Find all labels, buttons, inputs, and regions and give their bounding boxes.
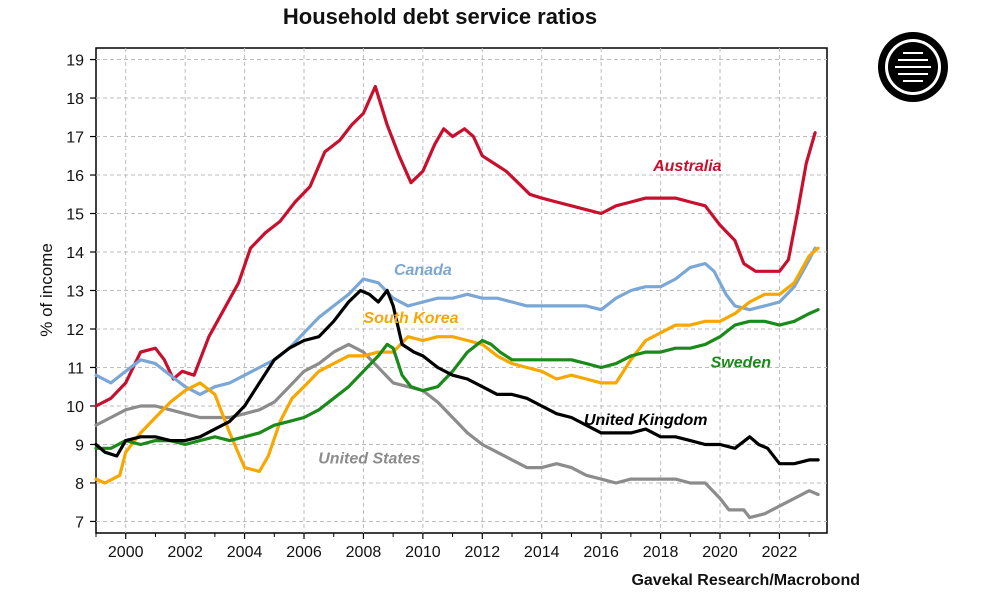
x-tick-label: 2018 [643,544,679,561]
x-tick-label: 2000 [108,544,144,561]
series-line-canada [94,246,817,396]
y-tick-label: 9 [75,437,84,454]
y-tick-label: 11 [67,360,84,377]
series-label-canada: Canada [394,262,452,279]
x-tick-label: 2014 [524,544,560,561]
y-tick-label: 13 [66,284,84,301]
y-tick-label: 19 [66,53,84,70]
x-tick-label: 2020 [702,544,738,561]
y-tick-label: 10 [66,399,84,416]
x-tick-label: 2006 [286,544,322,561]
series-label-united-kingdom: United Kingdom [584,412,708,429]
source-credit: Gavekal Research/Macrobond [631,572,860,589]
chart-title: Household debt service ratios [282,4,598,29]
y-tick-label: 12 [66,322,84,339]
y-axis: 7 8 9 10 11 12 13 14 15 16 17 18 19 [66,53,96,531]
series-line-sweden [94,308,820,450]
x-axis: 2000 2002 2004 2006 2008 2010 2012 2014 2016 2018… [95,533,810,561]
y-tick-label: 8 [75,476,84,493]
y-tick-label: 15 [66,207,84,224]
series-line-united-states [94,342,820,520]
gavekal-logo-icon [876,30,950,109]
series-labels: United States Australia Canada South Korea S… [318,158,771,468]
y-tick-label: 18 [66,91,84,108]
series-line-south-korea [94,246,820,485]
series-line-australia [94,84,817,408]
x-tick-label: 2002 [167,544,203,561]
y-tick-label: 16 [66,168,84,185]
x-tick-label: 2010 [405,544,441,561]
series-line-united-kingdom [94,288,820,466]
x-tick-label: 2022 [762,544,798,561]
y-tick-label: 17 [66,130,84,147]
x-tick-label: 2004 [227,544,263,561]
x-tick-label: 2016 [583,544,619,561]
series-label-united-states: United States [318,451,420,468]
y-tick-label: 7 [75,514,84,531]
x-tick-label: 2008 [346,544,382,561]
x-tick-label: 2012 [465,544,501,561]
series-lines [94,84,820,520]
series-label-australia: Australia [652,158,722,175]
y-tick-label: 14 [66,245,84,262]
series-label-south-korea: South Korea [363,310,458,327]
y-axis-label: % of income [37,243,56,337]
series-label-sweden: Sweden [711,354,772,371]
gridlines [96,48,827,533]
